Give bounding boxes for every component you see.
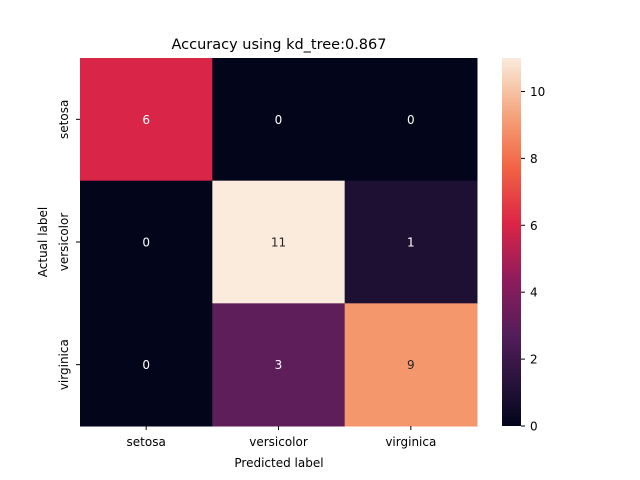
y-tick-label: virginica	[57, 339, 71, 390]
cell-annotation: 3	[275, 358, 283, 372]
heatmap-cell	[80, 180, 213, 304]
x-tick-label: versicolor	[249, 435, 308, 449]
heatmap-cell	[80, 58, 213, 182]
cell-annotation: 1	[407, 236, 415, 250]
y-tick-label: versicolor	[57, 213, 71, 272]
cell-annotation: 0	[275, 113, 283, 127]
colorbar-tick-label: 6	[530, 219, 538, 233]
heatmap-cell	[344, 303, 478, 427]
colorbar-tick-label: 10	[530, 85, 545, 99]
cell-annotation: 0	[142, 358, 150, 372]
heatmap-cell	[344, 58, 478, 182]
heatmap-cell	[80, 303, 213, 427]
cell-annotation: 6	[142, 113, 150, 127]
colorbar-tick-label: 0	[530, 420, 538, 434]
heatmap-cell	[212, 180, 346, 304]
heatmap-cell	[212, 58, 346, 182]
colorbar-tick-label: 4	[530, 286, 538, 300]
x-axis-label: Predicted label	[234, 456, 323, 470]
y-axis: setosa versicolor virginica	[57, 100, 80, 390]
heatmap-cell	[344, 180, 478, 304]
chart-title: Accuracy using kd_tree:0.867	[171, 37, 386, 53]
cell-annotation: 9	[407, 358, 415, 372]
x-tick-label: virginica	[385, 435, 436, 449]
heatmap-cells: 6 0 00 11 10 3 9	[80, 58, 478, 427]
y-tick-label: setosa	[57, 100, 71, 139]
colorbar-tick-label: 8	[530, 152, 538, 166]
cell-annotation: 0	[142, 236, 150, 250]
cell-annotation: 11	[271, 236, 286, 250]
y-axis-label: Actual label	[36, 207, 50, 277]
colorbar-axis: 0 2 4 6 8 10	[521, 85, 545, 434]
heatmap-cell	[212, 303, 346, 427]
colorbar-tick-label: 2	[530, 353, 538, 367]
x-axis: setosa versicolor virginica	[127, 426, 436, 449]
colorbar	[502, 58, 521, 426]
x-tick-label: setosa	[127, 435, 166, 449]
cell-annotation: 0	[407, 113, 415, 127]
